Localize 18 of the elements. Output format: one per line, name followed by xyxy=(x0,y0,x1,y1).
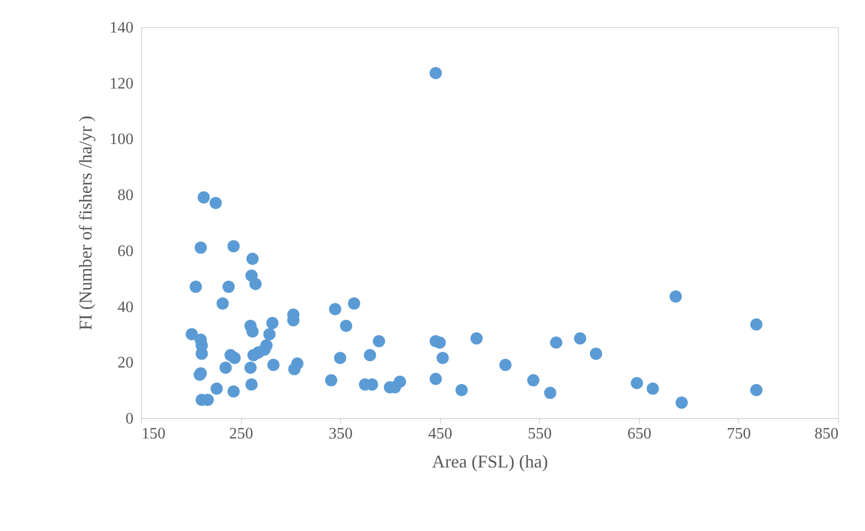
y-tick-label: 140 xyxy=(110,20,134,36)
x-tick-label: 350 xyxy=(328,426,353,442)
x-tick-label: 150 xyxy=(142,426,166,442)
x-tick-label: 750 xyxy=(726,426,751,442)
x-tick-label: 650 xyxy=(627,426,652,442)
x-axis-title: Area (FSL) (ha) xyxy=(432,452,548,472)
y-tick-label: 20 xyxy=(118,354,134,372)
y-tick-label: 40 xyxy=(118,298,134,316)
x-tick-label: 450 xyxy=(428,426,452,442)
x-tick-label: 850 xyxy=(814,426,838,442)
y-tick-label: 0 xyxy=(126,410,134,428)
y-tick-label: 120 xyxy=(110,75,134,92)
y-tick-label: 60 xyxy=(118,242,134,260)
y-tick-label: 100 xyxy=(110,131,134,148)
y-tick-label: 80 xyxy=(118,187,134,204)
x-tick-label: 550 xyxy=(528,426,552,442)
y-axis-title: FI (Number of fishers /ha/yr ) xyxy=(76,116,96,330)
x-tick-label: 250 xyxy=(229,426,254,442)
